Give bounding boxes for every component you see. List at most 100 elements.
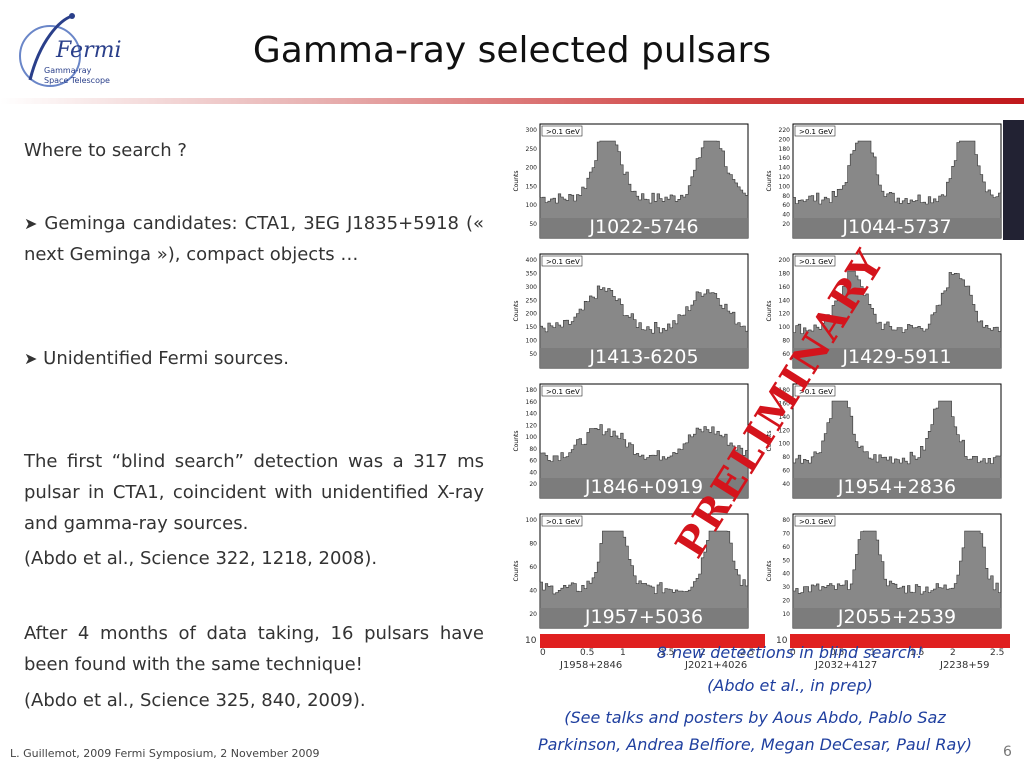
pulsar-panel-j1413-6205: 400 350 300 250 200 150 100 50 Counts >0.1 GeV J14…: [510, 250, 750, 372]
y-tick-label: 60: [782, 544, 790, 551]
y-tick-label: 400: [526, 257, 538, 264]
y-tick-label: 200: [779, 136, 791, 143]
y-tick-label: 160: [779, 155, 791, 162]
y-tick-label: 140: [779, 165, 791, 172]
y-tick-label: 180: [526, 387, 538, 394]
histogram-bars: [792, 400, 1002, 499]
y-tick-label: 50: [782, 557, 790, 564]
y-tick-label: 220: [779, 127, 791, 134]
strip-tick: 1.5: [660, 648, 675, 658]
y-tick-label: 160: [526, 399, 538, 406]
lightcurve-histogram: 300 250 200 150 100 50 Counts >0.1 GeV: [513, 123, 749, 239]
arrow-bullet-icon: ➤: [24, 214, 38, 233]
histogram-bars: [539, 140, 749, 239]
y-tick-label: 60: [782, 202, 790, 209]
energy-cut-label: >0.1 GeV: [799, 388, 833, 396]
note-talks-line2: Parkinson, Andrea Belfiore, Megan DeCesa…: [537, 735, 973, 754]
y-tick-label: 140: [779, 297, 791, 304]
y-tick-label: 250: [526, 146, 538, 153]
strip-tick: 2: [700, 648, 706, 658]
lightcurve-histogram: 400 350 300 250 200 150 100 50 Counts >0.1 GeV: [513, 253, 749, 369]
y-tick-label: 80: [782, 338, 790, 345]
pulsar-name-label: J1954+2836: [837, 476, 957, 498]
y-axis-label: Counts: [513, 561, 520, 582]
pulsar-panel-j1954+2836: 180 160 140 120 100 80 60 40 Counts >0.1 GeV J1954…: [763, 380, 1003, 502]
lightcurve-histogram: 180 160 140 120 100 80 60 40 Counts >0.1 GeV: [766, 383, 1002, 499]
y-tick-label: 100: [779, 183, 791, 190]
cropped-image-edge: [1000, 120, 1024, 240]
y-tick-label: 200: [779, 257, 791, 264]
y-tick-label: 40: [529, 469, 537, 476]
histogram-bars: [539, 530, 749, 629]
y-tick-label: 40: [529, 588, 537, 595]
strip-tick: 0.5: [580, 648, 595, 658]
energy-cut-label: >0.1 GeV: [546, 388, 580, 396]
pulsar-name-label: J1413-6205: [589, 346, 699, 368]
y-tick-label: 120: [779, 174, 791, 181]
y-axis-label: Counts: [513, 301, 520, 322]
y-tick-label: 60: [529, 458, 537, 465]
pulsar-name-label: J1957+5036: [584, 606, 704, 628]
strip-tick: 2.5: [740, 648, 755, 658]
energy-cut-label: >0.1 GeV: [546, 518, 580, 526]
pulsar-name-label: J1044-5737: [842, 216, 952, 238]
y-tick-label: 40: [782, 481, 790, 488]
y-tick-label: 180: [779, 387, 791, 394]
logo-name: Fermi: [56, 38, 122, 63]
y-tick-label: 30: [782, 584, 790, 591]
search-question: Where to search ?: [24, 140, 187, 161]
strip-tick: 2.5: [990, 648, 1005, 658]
y-tick-label: 350: [526, 270, 538, 277]
y-tick-label: 120: [779, 311, 791, 318]
y-axis-label: Counts: [766, 171, 773, 192]
histogram-bars: [792, 530, 1002, 629]
y-axis-label: Counts: [766, 301, 773, 322]
y-tick-label: 300: [526, 127, 538, 134]
pulsar-name-label: J2055+2539: [837, 606, 957, 628]
y-tick-label: 100: [526, 202, 538, 209]
title-divider: [0, 98, 1024, 104]
pulsar-panel-j1022-5746: 300 250 200 150 100 50 Counts >0.1 GeV J1022-574…: [510, 120, 750, 242]
y-axis-label: Counts: [766, 561, 773, 582]
y-tick-label: 100: [779, 441, 791, 448]
lower-strip-right: [790, 634, 1010, 648]
bullet-geminga-text: Geminga candidates: CTA1, 3EG J1835+5918…: [24, 213, 484, 265]
y-tick-label: 100: [779, 324, 791, 331]
pulsar-panel-j1044-5737: 220 200 180 160 140 120 100 80 60 40 20 Counts >0.1 …: [763, 120, 1003, 242]
footer-citation: L. Guillemot, 2009 Fermi Symposium, 2 No…: [10, 747, 320, 760]
strip-tick: 0: [540, 648, 546, 658]
y-tick-label: 80: [782, 454, 790, 461]
pulsar-name-label: J1429-5911: [842, 346, 952, 368]
note-new-detections: 8 new detections in blind search!: [656, 643, 924, 662]
histogram-bars: [539, 285, 749, 369]
y-tick-label: 10: [782, 611, 790, 618]
strip-tick: 1: [620, 648, 626, 658]
y-tick-label: 70: [782, 530, 790, 537]
y-tick-label: 80: [529, 541, 537, 548]
y-tick-label: 40: [782, 571, 790, 578]
y-tick-label: 80: [782, 517, 790, 524]
y-tick-label: 60: [782, 351, 790, 358]
y-tick-label: 80: [782, 193, 790, 200]
energy-cut-label: >0.1 GeV: [546, 258, 580, 266]
y-tick-label: 100: [526, 517, 538, 524]
logo-sub-line1: Gamma-ray: [44, 66, 92, 75]
energy-cut-label: >0.1 GeV: [546, 128, 580, 136]
reference-science-325: (Abdo et al., Science 325, 840, 2009).: [24, 690, 366, 711]
y-tick-label: 200: [526, 165, 538, 172]
strip-tick: 2: [950, 648, 956, 658]
y-axis-label: Counts: [766, 431, 773, 452]
fermi-logo: Fermi Gamma-ray Space Telescope: [10, 10, 122, 90]
strip-label-4: J2238+59: [940, 660, 990, 671]
lightcurve-histogram: 100 80 60 40 20 Counts >0.1 GeV: [513, 513, 749, 629]
note-abdo-in-prep: (Abdo et al., in prep): [707, 676, 873, 695]
y-tick-label: 20: [782, 598, 790, 605]
pulsar-panel-j1429-5911: 200 180 160 140 120 100 80 60 Counts >0.1 GeV J142…: [763, 250, 1003, 372]
pulsar-panel-j1957+5036: 100 80 60 40 20 Counts >0.1 GeV J1957+5036: [510, 510, 750, 632]
strip-tick: 1: [870, 648, 876, 658]
y-tick-label: 200: [526, 311, 538, 318]
y-tick-label: 20: [782, 221, 790, 228]
paragraph-first-detection: The first “blind search” detection was a…: [24, 451, 484, 534]
histogram-bars: [792, 270, 1002, 369]
y-tick-label: 180: [779, 146, 791, 153]
